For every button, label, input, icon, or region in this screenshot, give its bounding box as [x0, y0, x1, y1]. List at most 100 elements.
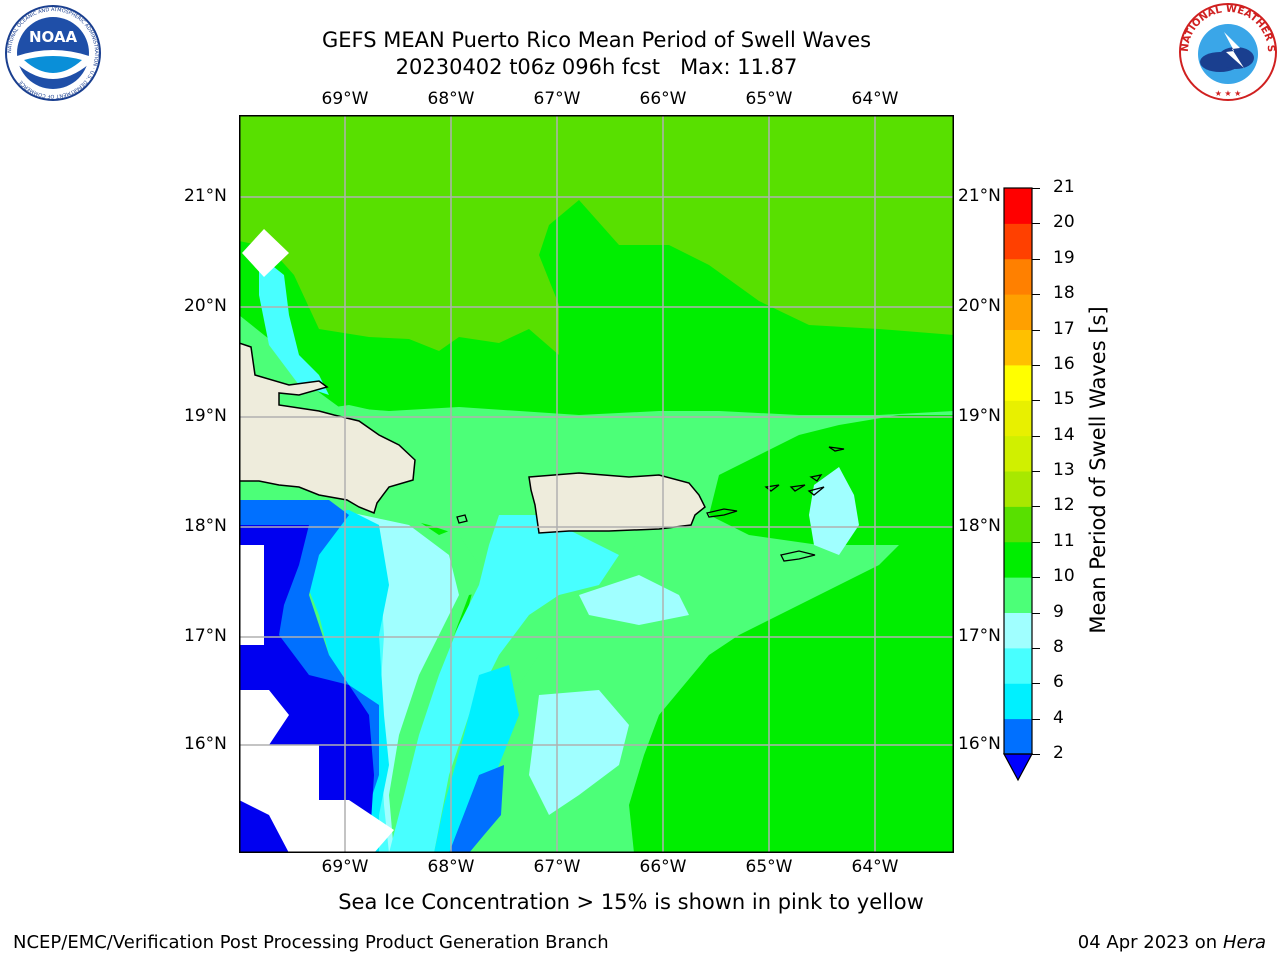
contour-8-9s-south	[529, 690, 629, 815]
mask-west-lower	[239, 545, 264, 645]
vieques-island	[706, 508, 738, 518]
colorbar-tick-mark	[1032, 188, 1040, 189]
colorbar-tick-label: 2	[1053, 743, 1064, 763]
swell-period-map	[239, 115, 954, 853]
lon-tick-label-top: 65°W	[745, 89, 793, 109]
lat-tick-label-right: 19°N	[958, 406, 1001, 426]
map-frame	[239, 115, 954, 853]
lat-tick-label-left: 21°N	[184, 186, 227, 206]
footer-date-text: 04 Apr 2023 on	[1077, 932, 1223, 953]
colorbar-swatch	[1004, 223, 1032, 260]
contour-4-6s-core	[434, 665, 519, 853]
chart-subtitle: 20230402 t06z 096h fcst Max: 11.87	[395, 55, 798, 79]
lat-tick-label-left: 19°N	[184, 406, 227, 426]
noaa-logo-icon: NOAA NATIONAL OCEANIC AND ATMOSPHERIC AD…	[5, 5, 101, 101]
mask-west-top	[242, 229, 289, 277]
colorbar-extend-arrow	[1002, 753, 1034, 782]
colorbar-swatch	[1004, 435, 1032, 472]
colorbar-label: Mean Period of Swell Waves [s]	[1086, 306, 1110, 634]
colorbar-tick-label: 8	[1053, 636, 1064, 657]
colorbar-swatch	[1004, 541, 1032, 578]
colorbar-tick-label: 4	[1053, 707, 1064, 728]
mask-west-bottom	[239, 690, 394, 853]
colorbar-tick-label: 20	[1053, 212, 1075, 233]
colorbar-tick-mark	[1032, 718, 1040, 720]
footer-date: 04 Apr 2023 on Hera	[1078, 932, 1266, 953]
footer-machine: Hera	[1222, 932, 1266, 953]
colorbar-tick-label: 13	[1053, 460, 1075, 480]
colorbar-tick-mark	[1032, 471, 1040, 472]
lon-tick-label-bottom: 68°W	[427, 857, 475, 877]
colorbar-tick-label: 12	[1053, 495, 1075, 516]
colorbar-tick-mark	[1032, 612, 1040, 614]
contour-8-9s-east	[579, 575, 689, 625]
colorbar-tick-mark	[1032, 223, 1040, 225]
lon-tick-label-bottom: 65°W	[745, 857, 793, 877]
colorbar-swatch	[1004, 400, 1032, 437]
colorbar-tick-mark	[1032, 400, 1040, 402]
lat-tick-label-left: 18°N	[184, 516, 227, 536]
lat-tick-label-left: 20°N	[184, 296, 227, 316]
colorbar-tick-mark	[1032, 683, 1040, 685]
noaa-logo-text: NOAA	[29, 28, 78, 46]
virgin-islands	[764, 446, 845, 496]
lat-tick-label-right: 17°N	[958, 626, 1001, 646]
colorbar-tick-mark	[1032, 577, 1040, 579]
footer-credit: NCEP/EMC/Verification Post Processing Pr…	[13, 932, 609, 953]
colorbar-swatch	[1004, 577, 1032, 613]
colorbar-tick-label: 9	[1053, 601, 1064, 622]
colorbar-tick-label: 19	[1053, 247, 1075, 268]
nws-logo-icon: NATIONAL WEATHER SERVICE ★ ★ ★	[1174, 0, 1277, 101]
colorbar-tick-label: 18	[1053, 283, 1075, 304]
graticule	[239, 115, 954, 853]
lon-tick-label-top: 64°W	[851, 89, 899, 109]
lon-tick-label-top: 67°W	[533, 89, 581, 109]
colorbar-swatch	[1004, 188, 1032, 224]
colorbar-tick-label: 10	[1053, 566, 1075, 587]
colorbar-swatch	[1004, 364, 1032, 401]
sea-ice-caption: Sea Ice Concentration > 15% is shown in …	[338, 890, 924, 914]
lon-tick-label-bottom: 64°W	[851, 857, 899, 877]
lat-tick-label-left: 17°N	[184, 626, 227, 646]
lon-tick-label-bottom: 66°W	[639, 857, 687, 877]
puerto-rico-land	[528, 472, 706, 534]
colorbar-tick-label: 21	[1053, 177, 1075, 197]
colorbar-swatch	[1004, 258, 1032, 295]
hispaniola-land	[239, 342, 416, 515]
colorbar	[1002, 187, 1034, 782]
nws-logo: NATIONAL WEATHER SERVICE ★ ★ ★	[1174, 0, 1278, 102]
lon-tick-label-bottom: 67°W	[533, 857, 581, 877]
colorbar-tick-mark	[1032, 647, 1040, 649]
colorbar-tick-mark	[1032, 364, 1040, 366]
colorbar-swatch	[1004, 471, 1032, 507]
lon-tick-label-bottom: 69°W	[321, 857, 369, 877]
colorbar-swatch	[1004, 506, 1032, 543]
colorbar-tick-mark	[1032, 258, 1040, 260]
mona-island	[456, 514, 468, 524]
contour-2-4s-south	[449, 765, 504, 853]
lat-tick-label-right: 16°N	[958, 734, 1001, 754]
lat-tick-label-right: 20°N	[958, 296, 1001, 316]
noaa-logo: NOAA NATIONAL OCEANIC AND ATMOSPHERIC AD…	[4, 4, 102, 102]
colorbar-tick-mark	[1032, 294, 1040, 296]
colorbar-tick-mark	[1032, 329, 1040, 331]
colorbar-tick-label: 6	[1053, 672, 1064, 693]
st-croix-island	[780, 550, 816, 562]
colorbar-swatch	[1004, 718, 1032, 755]
colorbar-swatch	[1004, 683, 1032, 720]
lon-tick-label-top: 69°W	[321, 89, 369, 109]
nws-stars-icon: ★ ★ ★	[1215, 89, 1242, 98]
colorbar-swatch	[1004, 294, 1032, 330]
contour-11-12s-north	[239, 115, 954, 355]
lat-tick-label-right: 18°N	[958, 516, 1001, 536]
colorbar-swatch	[1004, 647, 1032, 684]
colorbar-tick-label: 14	[1053, 424, 1075, 445]
contour-6-8s	[389, 515, 619, 853]
contour-6-8s-nw	[259, 255, 329, 395]
colorbar-swatch	[1004, 612, 1032, 649]
lon-tick-label-top: 66°W	[639, 89, 687, 109]
lat-tick-label-right: 21°N	[958, 186, 1001, 206]
colorbar-tick-label: 17	[1053, 318, 1075, 339]
colorbar-tick-mark	[1032, 435, 1040, 437]
colorbar-tick-label: 16	[1053, 353, 1075, 374]
